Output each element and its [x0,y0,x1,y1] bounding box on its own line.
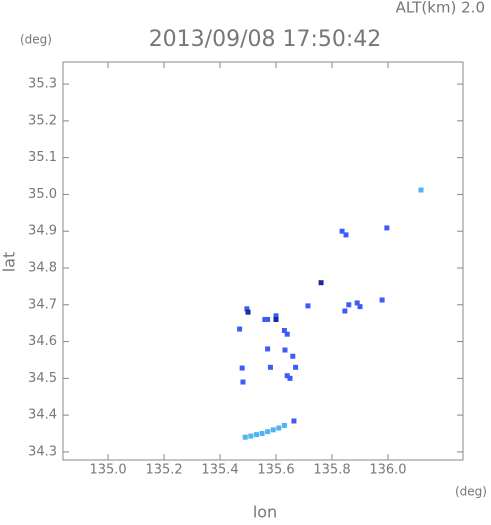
y-axis-label: lat [0,252,19,273]
echo-point [259,431,265,437]
echo-point [357,304,363,310]
echo-point [287,375,293,381]
echo-point [384,225,390,231]
echo-point [281,328,287,334]
echo-point [276,425,282,431]
x-tick-label: 135.6 [257,463,294,478]
plot-frame [62,61,464,461]
x-tick-label: 135.0 [89,463,126,478]
echo-point [273,316,279,322]
echo-point [253,432,259,438]
echo-point [284,331,290,337]
echo-point [346,302,352,308]
x-unit: (deg) [455,485,487,499]
echo-point [305,303,311,309]
y-tick-label: 34.8 [28,260,57,275]
x-tick-label: 135.8 [313,463,350,478]
echo-point [291,418,297,424]
echo-point [379,297,385,303]
echo-point [342,308,348,314]
echo-point [265,429,271,435]
echo-point [248,433,254,439]
y-tick-label: 35.2 [28,113,57,128]
x-tick-label: 135.4 [201,463,238,478]
x-tick-label: 136.0 [369,463,406,478]
echo-point [281,422,287,428]
echo-point [418,187,424,193]
y-tick-label: 34.4 [28,408,57,423]
echo-point [293,364,299,370]
echo-point [242,434,248,440]
echo-point [265,316,271,322]
y-tick-label: 35.1 [28,150,57,165]
echo-point [267,364,273,370]
echo-point [239,365,245,371]
echo-point [318,280,324,286]
x-tick-label: 135.2 [145,463,182,478]
altitude: ALT(km) 2.0 [396,0,485,17]
y-tick-label: 34.9 [28,224,57,239]
echo-point [244,306,250,312]
echo-point [270,427,276,433]
y-tick-label: 35.0 [28,187,57,202]
x-axis-label: lon [253,503,277,522]
echo-point [354,300,360,306]
echo-point [339,228,345,234]
y-tick-label: 34.6 [28,334,57,349]
echo-point [245,309,251,315]
echo-point [240,379,246,385]
echo-point [273,313,279,319]
echo-point [282,347,288,353]
y-tick-label: 35.3 [28,77,57,92]
echo-point [284,373,290,379]
y-tick-label: 34.3 [28,444,57,459]
y-tick-label: 34.7 [28,297,57,312]
chart-title: 2013/09/08 17:50:42 [149,27,382,52]
echo-point [237,326,243,332]
echo-point [343,232,349,238]
echo-point [262,316,268,322]
echo-point [290,353,296,359]
y-tick-label: 34.5 [28,371,57,386]
echo-point [265,346,271,352]
y-unit: (deg) [20,33,52,47]
